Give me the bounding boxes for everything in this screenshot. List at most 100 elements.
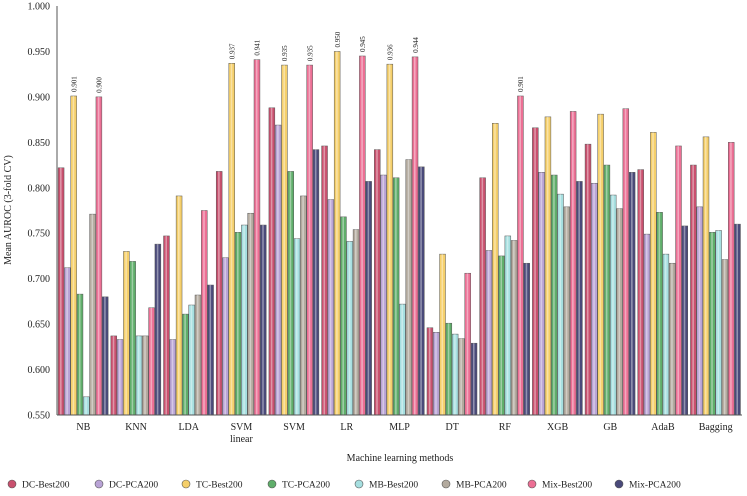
bar-highlight xyxy=(348,241,351,415)
legend-item: MB-PCA200 xyxy=(441,479,507,491)
bar-highlight xyxy=(664,254,667,415)
bar-highlight xyxy=(578,181,580,415)
bar-highlight xyxy=(137,335,140,415)
bars-layer: 0.901 0.937 0.935 0.950 0.936 0.900 0.941 0.935… xyxy=(57,31,741,416)
bar-highlight xyxy=(572,111,574,415)
bar-highlight xyxy=(388,64,391,416)
bar-highlight xyxy=(91,214,94,415)
legend-item: TC-PCA200 xyxy=(267,479,330,491)
legend-label: MB-Best200 xyxy=(369,481,418,491)
x-tick-label: DT xyxy=(446,422,459,433)
bar-highlight xyxy=(612,195,614,415)
bar-highlight xyxy=(565,206,568,415)
bar-highlight xyxy=(677,145,680,416)
bar-highlight xyxy=(586,144,589,415)
bar-highlight xyxy=(171,339,174,415)
bar-highlight xyxy=(72,95,75,415)
bar-highlight xyxy=(112,335,115,415)
x-tick-label: NB xyxy=(76,422,90,433)
bar-highlight xyxy=(593,183,595,415)
bar-highlight xyxy=(249,213,252,415)
bar-highlight xyxy=(658,212,661,415)
x-tick-label: KNN xyxy=(125,422,147,433)
bar-highlight xyxy=(382,175,385,415)
y-tick-label: 0.700 xyxy=(28,274,51,285)
bar-highlight xyxy=(472,343,475,415)
bar-highlight xyxy=(289,171,292,415)
y-tick-label: 0.550 xyxy=(28,411,51,422)
bar-highlight xyxy=(255,59,258,415)
bar-highlight xyxy=(66,267,68,415)
bar-highlight xyxy=(698,206,701,415)
bar-highlight xyxy=(645,234,648,415)
bar-highlight xyxy=(308,65,311,416)
data-label: 0.935 xyxy=(281,45,289,61)
bar-highlight xyxy=(519,95,521,415)
bar-highlight xyxy=(460,338,462,415)
bar-highlight xyxy=(639,169,642,415)
y-axis-title: Mean AUROC (3-fold CV) xyxy=(3,155,14,265)
bar-highlight xyxy=(60,167,62,415)
bar-highlight xyxy=(156,244,159,415)
legend-label: DC-Best200 xyxy=(22,481,70,491)
data-label: 0.900 xyxy=(96,77,104,93)
x-tick-label: XGB xyxy=(547,422,568,433)
bar-highlight xyxy=(104,296,106,415)
bar-highlight xyxy=(190,305,193,415)
bar-highlight xyxy=(178,195,180,415)
bar-highlight xyxy=(119,339,121,415)
data-label: 0.944 xyxy=(412,37,420,53)
bar-highlight xyxy=(401,304,403,415)
bar-highlight xyxy=(631,172,633,415)
y-tick-label: 0.650 xyxy=(28,320,51,331)
bar-highlight xyxy=(323,145,326,416)
x-tick-label: LDA xyxy=(178,422,199,433)
bar-highlight xyxy=(367,181,370,415)
bar-highlight xyxy=(481,177,484,415)
bar-highlight xyxy=(302,195,304,415)
legend-marker xyxy=(527,479,537,489)
data-label: 0.936 xyxy=(387,44,395,60)
legend-marker xyxy=(7,479,17,489)
bar-highlight xyxy=(683,225,686,415)
y-tick-label: 0.900 xyxy=(28,92,51,103)
bar-highlight xyxy=(243,225,245,415)
bar-highlight xyxy=(270,107,273,415)
bar-highlight xyxy=(447,323,450,415)
data-label: 0.945 xyxy=(359,36,367,52)
bar-highlight xyxy=(230,63,233,415)
bar-highlight xyxy=(85,396,87,415)
legend-item: MB-Best200 xyxy=(354,479,418,491)
legend-label: Mix-PCA200 xyxy=(629,481,681,491)
bar-highlight xyxy=(435,332,437,415)
x-axis-title: Machine learning methods xyxy=(347,453,454,464)
legend-label: MB-PCA200 xyxy=(456,481,507,491)
bar-highlight xyxy=(500,255,503,415)
legend-marker xyxy=(441,479,451,489)
bar-highlight xyxy=(361,55,363,415)
bar-highlight xyxy=(283,65,285,416)
bar-highlight xyxy=(624,108,627,416)
bar-highlight xyxy=(407,159,410,415)
bar-highlight xyxy=(546,116,549,415)
bar-highlight xyxy=(97,96,100,415)
bar-highlight xyxy=(553,175,555,415)
bar-highlight xyxy=(184,314,186,415)
bar-highlight xyxy=(144,335,146,415)
legend-marker xyxy=(267,479,277,489)
bar-highlight xyxy=(717,230,720,415)
bar-highlight xyxy=(652,132,654,415)
legend-label: Mix-Best200 xyxy=(542,481,592,491)
bar-highlight xyxy=(209,285,212,415)
bar-highlight xyxy=(711,232,713,415)
bar-highlight xyxy=(413,56,416,416)
bar-highlight xyxy=(420,166,422,415)
bar-highlight xyxy=(692,165,694,415)
bar-highlight xyxy=(428,327,431,415)
bar-highlight xyxy=(618,208,621,415)
bar-highlight xyxy=(513,240,515,415)
bar-highlight xyxy=(165,235,167,415)
bar-highlight xyxy=(203,210,205,415)
y-tick-label: 1.000 xyxy=(28,2,51,13)
